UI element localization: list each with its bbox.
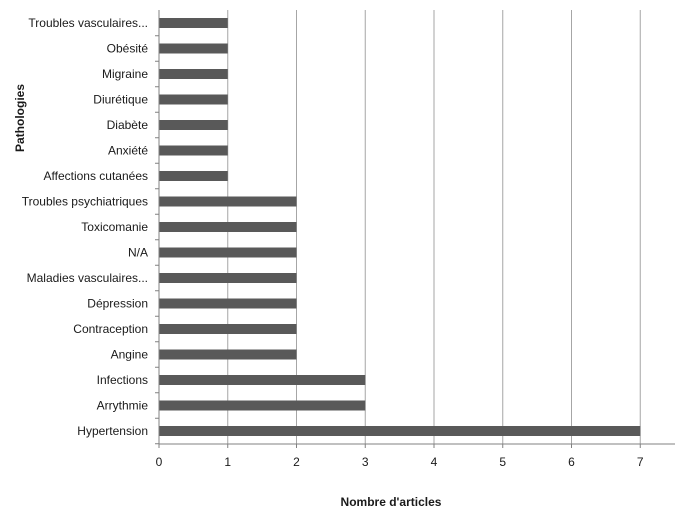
bar-9 (159, 197, 297, 207)
bar-5 (159, 299, 297, 309)
x-axis-title: Nombre d'articles (341, 495, 442, 509)
tick-labels: 0 1 2 3 4 5 6 7 (156, 455, 644, 469)
bar-11 (159, 146, 228, 156)
bars (159, 18, 640, 436)
x-tick-label-6: 6 (568, 455, 575, 469)
bar-16 (159, 18, 228, 28)
category-label-15: Obésité (107, 42, 149, 56)
category-label-8: Toxicomanie (81, 220, 148, 234)
bar-3 (159, 350, 297, 360)
category-label-1: Arrythmie (97, 399, 149, 413)
bar-6 (159, 273, 297, 283)
bar-14 (159, 69, 228, 79)
category-label-3: Angine (111, 348, 149, 362)
category-label-0: Hypertension (77, 424, 148, 438)
x-tick-label-7: 7 (637, 455, 644, 469)
category-label-6: Maladies vasculaires... (27, 271, 148, 285)
category-label-5: Dépression (87, 297, 148, 311)
bar-8 (159, 222, 297, 232)
x-tick-label-0: 0 (156, 455, 163, 469)
y-axis-title: Pathologies (13, 84, 27, 152)
x-tick-label-4: 4 (431, 455, 438, 469)
category-label-11: Anxiété (108, 144, 148, 158)
x-tick-label-5: 5 (499, 455, 506, 469)
bar-7 (159, 248, 297, 258)
category-label-16: Troubles vasculaires... (28, 16, 148, 30)
bar-15 (159, 44, 228, 54)
bar-1 (159, 401, 365, 411)
bar-13 (159, 95, 228, 105)
x-tick-label-3: 3 (362, 455, 369, 469)
category-label-10: Affections cutanées (43, 169, 148, 183)
x-tick-label-2: 2 (293, 455, 300, 469)
category-label-2: Infections (97, 373, 148, 387)
bar-0 (159, 426, 640, 436)
category-label-12: Diabète (107, 118, 149, 132)
category-label-9: Troubles psychiatriques (22, 195, 148, 209)
x-tick-label-1: 1 (224, 455, 231, 469)
bar-12 (159, 120, 228, 130)
category-labels: Hypertension Arrythmie Infections Angine Con… (22, 16, 149, 438)
bar-4 (159, 324, 297, 334)
bar-2 (159, 375, 365, 385)
category-label-7: N/A (128, 246, 148, 260)
category-label-14: Migraine (102, 67, 148, 81)
bar-10 (159, 171, 228, 181)
category-label-4: Contraception (73, 322, 148, 336)
category-label-13: Diurétique (93, 93, 148, 107)
